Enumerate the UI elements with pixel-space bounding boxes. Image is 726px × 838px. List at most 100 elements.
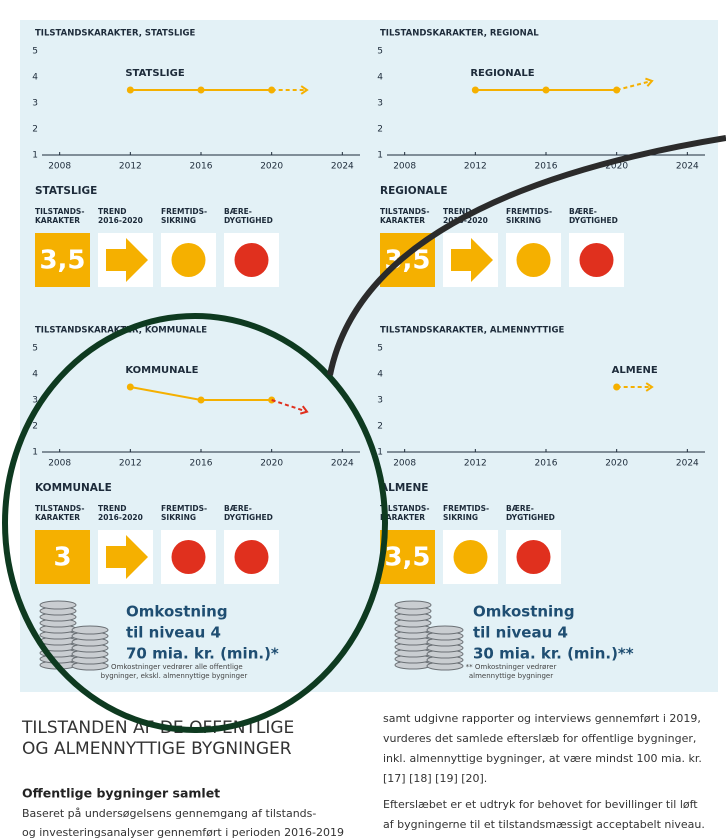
trend-arrowhead (645, 77, 654, 87)
x-tick-label: 2008 (393, 459, 416, 469)
trend-arrowhead (299, 405, 309, 415)
series-label: ALMENE (612, 365, 658, 376)
column-header: SIKRING (506, 216, 541, 225)
column-header: FREMTIDS- (161, 207, 207, 216)
score-box (35, 233, 90, 287)
data-point (542, 86, 550, 94)
cost-note: almennyttige bygninger (469, 672, 553, 680)
trend-arrow (106, 238, 148, 282)
column-header: BÆRE- (224, 504, 252, 513)
y-tick-label: 2 (32, 422, 38, 432)
x-tick-label: 2020 (260, 459, 283, 469)
y-tick-label: 4 (377, 370, 383, 380)
column-header: FREMTIDS- (443, 504, 489, 513)
column-header: 2016-2020 (98, 216, 143, 225)
indicator-dot (516, 243, 551, 277)
content: TILSTANDSKARAKTER, STATSLIGE 1 2 3 4 5 2008 201… (21, 29, 705, 838)
chart-title: TILSTANDSKARAKTER, ALMENNYTTIGE (380, 326, 564, 336)
indicator-dot (234, 540, 269, 574)
y-tick-label: 3 (377, 99, 383, 109)
x-tick-label: 2020 (260, 162, 283, 172)
column-header: TREND (443, 207, 472, 216)
y-tick-label: 2 (32, 125, 38, 135)
column-header: 2016-2020 (98, 513, 143, 522)
column-header: BÆRE- (224, 207, 252, 216)
annotation-curve (327, 135, 726, 376)
article-title: OG ALMENNYTTIGE BYGNINGER (22, 739, 292, 759)
indicator-dot (516, 540, 551, 574)
indicator-dot (171, 243, 206, 277)
y-tick-label: 1 (377, 151, 383, 161)
data-point (197, 396, 205, 404)
column-header: TILSTANDS- (380, 504, 429, 513)
article-text: Efterslæbet er et udtryk for behovet for… (383, 798, 698, 811)
cost-note: bygninger, ekskl. almennyttige bygninger (101, 672, 248, 680)
x-tick-label: 2016 (535, 459, 558, 469)
data-point (126, 383, 134, 391)
column-header: 2016-2020 (443, 216, 488, 225)
coin (394, 600, 432, 610)
series-label: REGIONALE (470, 68, 534, 79)
cost-text: til niveau 4 (473, 624, 568, 642)
x-tick-label: 2012 (464, 459, 487, 469)
y-tick-label: 1 (32, 448, 38, 458)
x-tick-label: 2016 (190, 162, 213, 172)
x-tick-label: 2024 (676, 162, 699, 172)
article-subheading: Offentlige bygninger samlet (22, 786, 220, 801)
series-label: KOMMUNALE (125, 365, 198, 376)
trend-line (616, 79, 653, 91)
data-point (197, 86, 205, 94)
y-tick-label: 5 (377, 47, 383, 57)
column-header: TREND (98, 207, 127, 216)
cost-text: Omkostning (126, 603, 228, 621)
x-tick-label: 2008 (48, 162, 71, 172)
indicator-dot (234, 243, 269, 277)
column-header: DYGTIGHED (224, 216, 273, 225)
cost-text: 70 mia. kr. (min.)* (126, 645, 279, 663)
chart-title: TILSTANDSKARAKTER, STATSLIGE (35, 29, 196, 39)
y-tick-label: 4 (377, 73, 383, 83)
annotation-circle (2, 313, 388, 733)
indicator-dot (453, 540, 488, 574)
column-header: SIKRING (161, 216, 196, 225)
indicator-dot (579, 243, 614, 277)
trend-arrow (451, 238, 493, 282)
x-tick-label: 2008 (48, 459, 71, 469)
score: 3,5 (384, 543, 430, 573)
article-text: samt udgivne rapporter og interviews gen… (383, 712, 701, 725)
column-header: FREMTIDS- (161, 504, 207, 513)
panel-heading: STATSLIGE (35, 185, 97, 197)
column-header: DYGTIGHED (224, 513, 273, 522)
x-tick-label: 2012 (119, 459, 142, 469)
panel-heading: KOMMUNALE (35, 482, 112, 494)
y-tick-label: 5 (377, 344, 383, 354)
score-box (35, 530, 90, 584)
trend-line (271, 399, 308, 413)
x-tick-label: 2012 (119, 162, 142, 172)
column-header: KARAKTER (380, 513, 425, 522)
column-header: SIKRING (161, 513, 196, 522)
article-text: af bygningerne til et tilstandsmæssigt a… (383, 818, 705, 831)
y-tick-label: 1 (377, 448, 383, 458)
cost-text: til niveau 4 (126, 624, 221, 642)
article-text: inkl. almennyttige bygninger, at være mi… (383, 752, 702, 765)
indicator-dot (171, 540, 206, 574)
trend-arrowhead (300, 85, 309, 95)
column-header: SIKRING (443, 513, 478, 522)
background-panel (20, 20, 718, 692)
y-tick-label: 5 (32, 344, 38, 354)
cost-note: * Omkostninger vedrører alle offentlige (105, 663, 242, 671)
x-tick-label: 2016 (190, 459, 213, 469)
y-tick-label: 3 (377, 396, 383, 406)
article-text: Baseret på undersøgelsens gennemgang af … (22, 807, 316, 820)
column-header: TILSTANDS- (35, 207, 84, 216)
y-tick-label: 2 (377, 125, 383, 135)
x-tick-label: 2024 (676, 459, 699, 469)
trend-arrow (106, 535, 148, 579)
coin (39, 600, 77, 610)
column-header: KARAKTER (35, 216, 80, 225)
x-tick-label: 2024 (331, 459, 354, 469)
coin (71, 625, 109, 635)
y-tick-label: 3 (32, 99, 38, 109)
